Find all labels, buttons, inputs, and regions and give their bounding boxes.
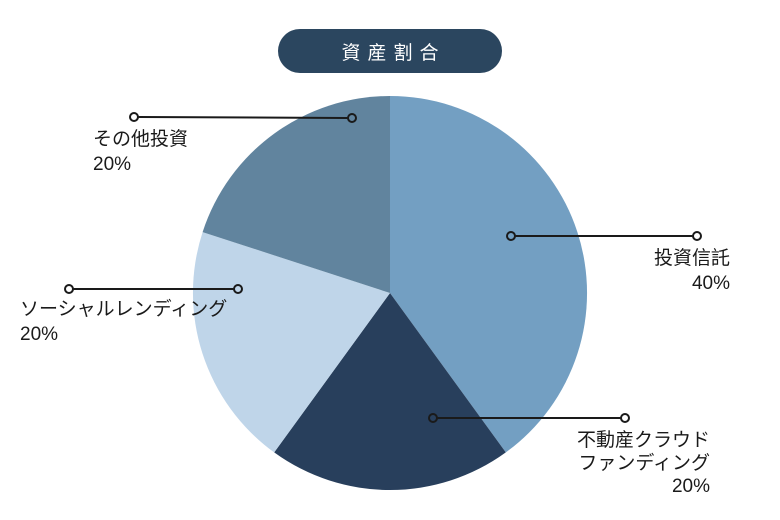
slice-label-sonota: その他投資 20% (93, 127, 188, 177)
slice-label-fudousan-text1: 不動産クラウド (576, 430, 710, 451)
slice-label-fudousan-pct: 20% (671, 476, 710, 497)
leader-line-toushin (506, 231, 702, 241)
slice-label-toushin: 投資信託 40% (654, 246, 730, 296)
slice-label-toushin-pct: 40% (691, 273, 730, 294)
slice-label-sonota-pct: 20% (93, 154, 132, 175)
chart-title-badge: 資産割合 (278, 29, 502, 73)
slice-label-fudousan-text2: ファンディング (578, 453, 710, 474)
chart-title: 資産割合 (341, 42, 446, 64)
slice-label-social-pct: 20% (20, 324, 59, 345)
pie-slice-3 (202, 95, 390, 294)
slice-label-sonota-text: その他投資 (93, 129, 189, 150)
leader-line-social (64, 284, 243, 294)
leader-line-sonota (129, 112, 357, 123)
pie-slices (192, 95, 588, 491)
slice-label-toushin-text: 投資信託 (653, 248, 730, 269)
slice-label-social: ソーシャルレンディング 20% (20, 297, 227, 347)
pie-slice-1 (274, 293, 506, 491)
pie-slice-0 (390, 95, 588, 453)
slice-label-social-text: ソーシャルレンディング (20, 299, 228, 320)
slice-label-fudousan: 不動産クラウド ファンディング 20% (560, 429, 710, 498)
leader-line-fudousan (428, 413, 630, 423)
